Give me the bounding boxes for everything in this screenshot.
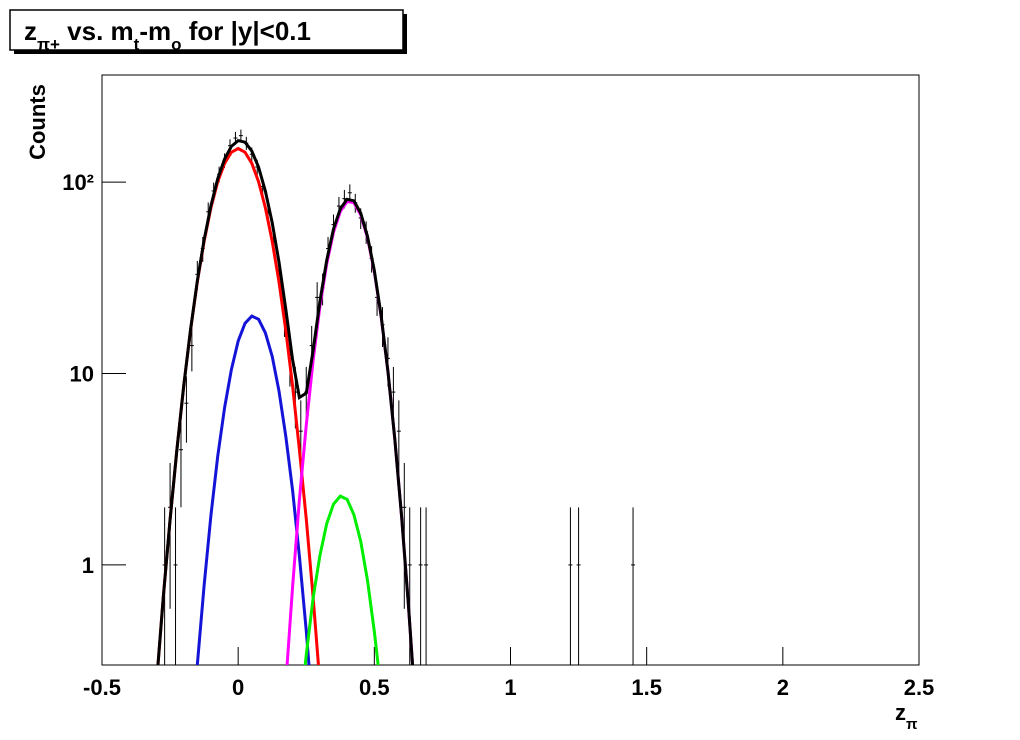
fit-curve <box>195 314 311 665</box>
fit-curve <box>156 138 415 665</box>
fit-curve <box>303 494 380 665</box>
y-tick-label: 10² <box>62 170 94 195</box>
chart-title: zπ+ vs. mt-mo for |y|<0.1 <box>24 16 311 54</box>
x-tick-label: 0 <box>232 675 244 700</box>
plot-area <box>156 129 636 665</box>
x-tick-label: 1 <box>504 675 516 700</box>
x-tick-label: 0.5 <box>359 675 390 700</box>
subscript: π+ <box>37 35 60 54</box>
text-segment: z <box>895 700 906 725</box>
y-tick-label: 1 <box>82 553 94 578</box>
title-box <box>9 9 404 51</box>
text-segment: for |y|<0.1 <box>182 16 311 46</box>
text-segment: vs. m <box>60 16 134 46</box>
y-axis-label: Counts <box>25 84 50 160</box>
text-segment: -m <box>139 16 171 46</box>
x-tick-label: 2.5 <box>904 675 935 700</box>
x-tick-label: 2 <box>777 675 789 700</box>
y-tick-label: 10 <box>70 362 94 387</box>
x-axis-label: zπ <box>895 700 918 733</box>
x-tick-label: 1.5 <box>631 675 662 700</box>
subscript: π <box>906 716 918 733</box>
text-segment: z <box>24 16 37 46</box>
x-tick-label: -0.5 <box>83 675 121 700</box>
subscript: t <box>134 35 140 54</box>
subscript: o <box>171 35 181 54</box>
